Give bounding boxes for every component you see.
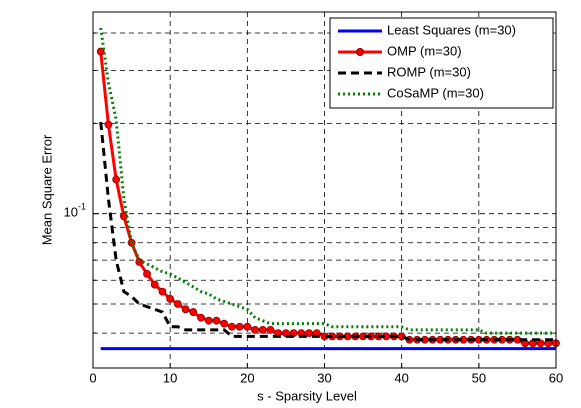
point (243, 322, 252, 331)
point (251, 325, 259, 334)
point (258, 325, 267, 334)
legend-box (329, 17, 554, 109)
point (235, 322, 244, 331)
point (266, 325, 275, 334)
point (173, 300, 182, 308)
x-tick-label: 30 (317, 370, 331, 385)
point (104, 120, 113, 129)
point (166, 294, 175, 303)
x-tick-label: 0 (89, 370, 96, 385)
y-tick-base: 10 (64, 205, 78, 220)
series-line (99, 121, 556, 342)
y-tick-exponent: -1 (78, 202, 86, 212)
y-axis-label: Mean Square Error (39, 134, 54, 245)
series-line (99, 27, 556, 335)
point (158, 287, 167, 296)
y-tick-label: 10-1 (64, 202, 86, 220)
x-tick-label: 20 (240, 370, 254, 385)
point (204, 316, 213, 325)
x-tick-label: 40 (394, 370, 408, 385)
point (181, 305, 190, 314)
legend-label: ROMP (m=30) (387, 64, 471, 79)
point (112, 175, 121, 184)
point (189, 308, 198, 316)
plot-frame (92, 11, 557, 369)
point (143, 269, 151, 278)
point (212, 316, 221, 325)
legend-label: Least Squares (m=30) (387, 22, 516, 37)
point (220, 319, 229, 328)
point (227, 322, 236, 331)
legend-label: CoSaMP (m=30) (387, 85, 484, 100)
point (305, 329, 313, 337)
point (197, 313, 205, 322)
x-tick-label: 50 (472, 370, 486, 385)
x-axis-label: s - Sparsity Level (257, 388, 357, 403)
legend-label: OMP (m=30) (387, 43, 462, 58)
point (536, 339, 545, 348)
x-tick-label: 60 (549, 370, 563, 385)
legend-marker (356, 48, 364, 56)
point (150, 280, 159, 289)
x-tick-label: 10 (163, 370, 177, 385)
